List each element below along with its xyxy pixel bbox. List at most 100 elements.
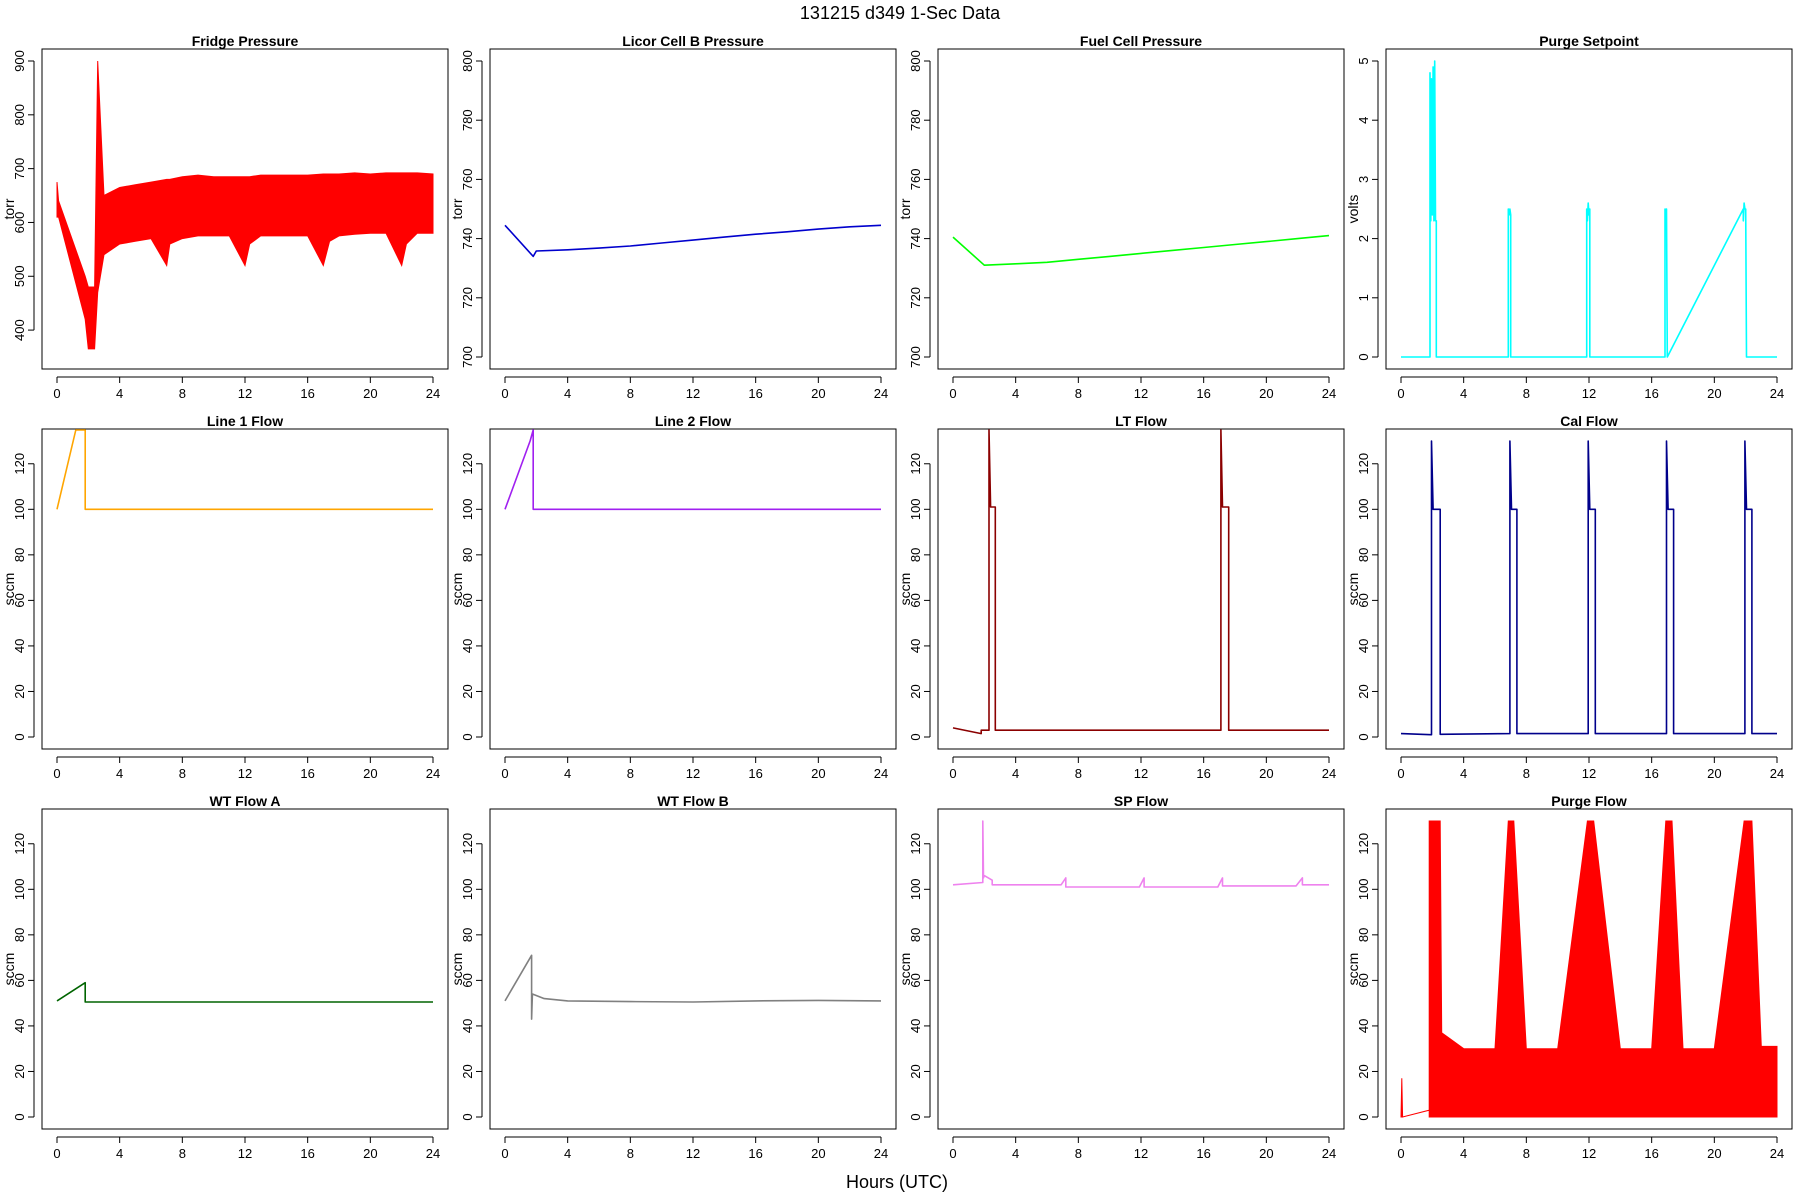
x-tick-label: 16 [748,766,762,781]
panel-title: Purge Flow [1551,793,1627,809]
x-tick-label: 16 [1644,386,1658,401]
y-tick-label: 40 [12,1019,27,1033]
x-tick-label: 4 [564,386,571,401]
x-tick-label: 24 [426,386,440,401]
panel-title: Line 1 Flow [207,413,283,429]
y-tick-label: 100 [908,878,923,900]
x-tick-label: 16 [748,386,762,401]
y-tick-label: 5 [1356,57,1371,64]
series-line-0 [952,429,1329,735]
panel-11: Purge Flow sccm 0 4 8 12 16 20 24 0 20 40 60 80 100 120 [1345,793,1793,1161]
y-axis-label: sccm [1345,573,1361,606]
x-tick-label: 8 [1075,766,1082,781]
y-tick-label: 4 [1356,117,1371,124]
series-group [952,429,1329,735]
y-tick-label: 2 [1356,235,1371,242]
series-group [56,981,433,1003]
y-tick-label: 0 [908,733,923,740]
y-tick-label: 120 [1356,833,1371,855]
y-tick-label: 40 [908,1019,923,1033]
y-tick-label: 20 [460,1064,475,1078]
x-tick-label: 12 [686,1146,700,1161]
x-tick-label: 24 [874,1146,888,1161]
x-tick-label: 8 [179,386,186,401]
y-tick-label: 800 [460,50,475,72]
series-group [1400,440,1777,736]
y-tick-label: 100 [908,498,923,520]
y-tick-label: 700 [908,346,923,368]
x-tick-label: 24 [426,766,440,781]
panel-title: Fuel Cell Pressure [1080,33,1202,49]
y-tick-label: 0 [1356,353,1371,360]
panel-title: Purge Setpoint [1539,33,1639,49]
x-tick-label: 20 [811,766,825,781]
plot-frame [937,808,1345,1130]
figure-x-axis-label: Hours (UTC) [846,1172,948,1192]
y-tick-label: 0 [12,1113,27,1120]
y-axis-label: sccm [449,573,465,606]
x-tick-label: 12 [1582,1146,1596,1161]
y-tick-label: 60 [12,973,27,987]
y-tick-label: 700 [460,346,475,368]
y-tick-label: 80 [12,928,27,942]
y-tick-label: 40 [460,1019,475,1033]
y-axis-label: sccm [1,953,17,986]
x-tick-label: 24 [1322,1146,1336,1161]
x-tick-label: 12 [238,766,252,781]
panel-5: Line 2 Flow sccm 0 4 8 12 16 20 24 0 20 40 60 80 100 12… [449,413,897,781]
x-tick-label: 0 [53,1146,60,1161]
y-tick-label: 740 [460,228,475,250]
plot-frame [937,48,1345,370]
y-axis-label: torr [897,198,913,219]
plot-frame [1385,48,1793,370]
x-tick-label: 24 [1322,766,1336,781]
x-tick-label: 12 [238,1146,252,1161]
y-tick-label: 60 [12,593,27,607]
panel-title: Line 2 Flow [655,413,731,429]
y-tick-label: 60 [1356,593,1371,607]
x-tick-label: 0 [1397,766,1404,781]
x-tick-label: 24 [1322,386,1336,401]
x-tick-label: 12 [238,386,252,401]
y-tick-label: 100 [460,878,475,900]
y-tick-label: 720 [460,287,475,309]
x-tick-label: 0 [1397,386,1404,401]
series-line-0 [952,820,1329,888]
panel-title: Licor Cell B Pressure [622,33,764,49]
x-tick-label: 8 [627,386,634,401]
y-tick-label: 100 [12,498,27,520]
y-tick-label: 20 [908,1064,923,1078]
x-tick-label: 4 [1012,1146,1019,1161]
x-tick-label: 20 [811,1146,825,1161]
panel-2: Fuel Cell Pressure torr 0 4 8 12 16 20 24 700 720 7… [897,33,1345,401]
panel-0: Fridge Pressure torr 0 4 8 12 16 20 24 400 500 600 7… [1,33,449,401]
y-tick-label: 800 [908,50,923,72]
y-tick-label: 60 [460,593,475,607]
y-tick-label: 120 [908,453,923,475]
x-tick-label: 20 [1259,386,1273,401]
y-tick-label: 0 [12,733,27,740]
panel-4: Line 1 Flow sccm 0 4 8 12 16 20 24 0 20 40 60 80 100 12… [1,413,449,781]
y-tick-label: 60 [1356,973,1371,987]
y-axis-label: volts [1345,195,1361,224]
x-tick-label: 8 [1523,1146,1530,1161]
series-line-0 [1400,440,1777,736]
y-tick-label: 400 [12,319,27,341]
series-line-0 [952,234,1330,267]
x-tick-label: 20 [811,386,825,401]
series-group [1401,60,1777,358]
panel-title: Cal Flow [1560,413,1618,429]
x-tick-label: 16 [300,1146,314,1161]
y-tick-label: 900 [12,50,27,72]
x-tick-label: 16 [1644,1146,1658,1161]
y-tick-label: 60 [908,973,923,987]
y-tick-label: 80 [908,548,923,562]
y-axis-label: sccm [897,953,913,986]
x-tick-label: 16 [1644,766,1658,781]
x-tick-label: 12 [1134,766,1148,781]
y-tick-label: 60 [460,973,475,987]
plot-frame [41,48,449,370]
x-tick-label: 20 [363,766,377,781]
y-tick-label: 120 [908,833,923,855]
